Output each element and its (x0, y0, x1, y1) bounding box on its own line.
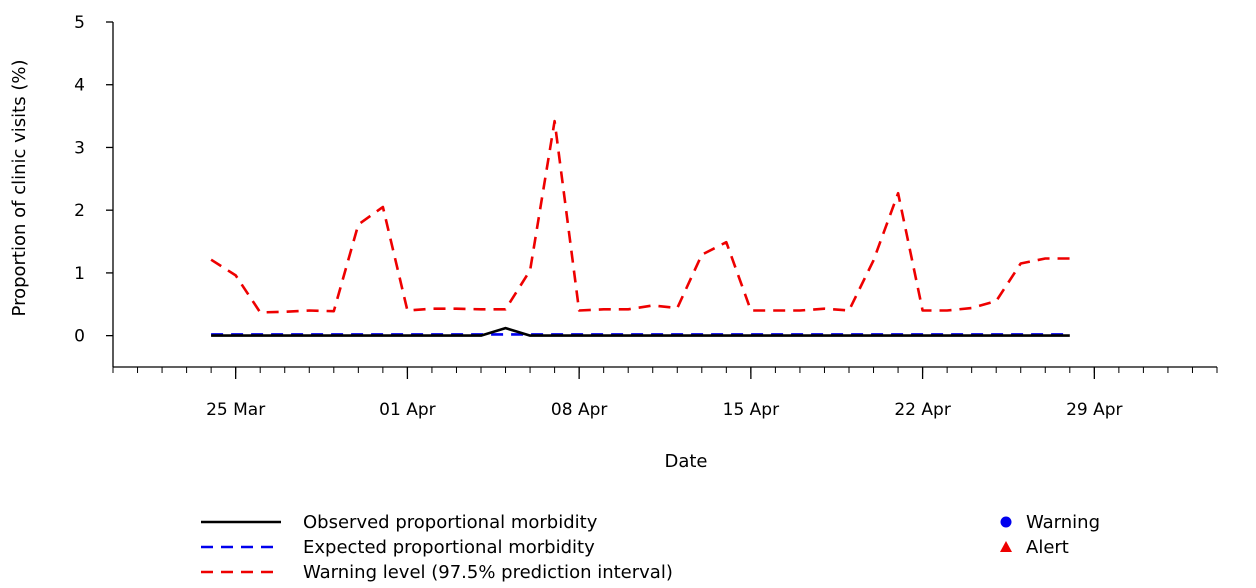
x-tick-label: 22 Apr (894, 400, 950, 420)
legend-label-2: Warning level (97.5% prediction interval… (303, 562, 673, 583)
x-axis-title: Date (664, 451, 707, 472)
x-tick-label: 25 Mar (206, 400, 265, 420)
legend-markers: Warning Alert (1000, 512, 1100, 558)
legend-marker-warning (1000, 516, 1012, 528)
x-tick-label: 01 Apr (379, 400, 435, 420)
legend-marker-label-1: Alert (1026, 537, 1069, 558)
legend-label-1: Expected proportional morbidity (303, 537, 595, 558)
series-layer (210, 119, 1070, 337)
x-ticks: 25 Mar 01 Apr 08 Apr 15 Apr 22 Apr 29 Apr (112, 367, 1218, 420)
x-tick-label: 15 Apr (723, 400, 779, 420)
legend-marker-alert (1000, 541, 1012, 552)
x-tick-label: 08 Apr (551, 400, 607, 420)
y-tick-label: 3 (74, 138, 85, 158)
axes: 0 1 2 3 4 5 25 Mar 01 Apr 08 Apr 15 Apr 22 Apr 29 … (74, 13, 1218, 420)
legend-marker-label-0: Warning (1026, 512, 1100, 533)
legend-lines: Observed proportional morbidity Expected … (201, 512, 673, 583)
y-tick-label: 4 (74, 76, 85, 96)
y-tick-label: 2 (74, 201, 85, 221)
y-ticks: 0 1 2 3 4 5 (74, 13, 113, 347)
series-line-0 (211, 326, 1070, 337)
legend-label-0: Observed proportional morbidity (303, 512, 598, 533)
legend: Observed proportional morbidity Expected … (201, 512, 1100, 583)
x-tick-label: 29 Apr (1066, 400, 1122, 420)
series-line-2 (210, 119, 1070, 314)
y-tick-label: 5 (74, 13, 85, 33)
y-tick-label: 1 (74, 264, 85, 284)
y-axis-title: Proportion of clinic visits (%) (9, 60, 30, 317)
y-tick-label: 0 (74, 327, 85, 347)
